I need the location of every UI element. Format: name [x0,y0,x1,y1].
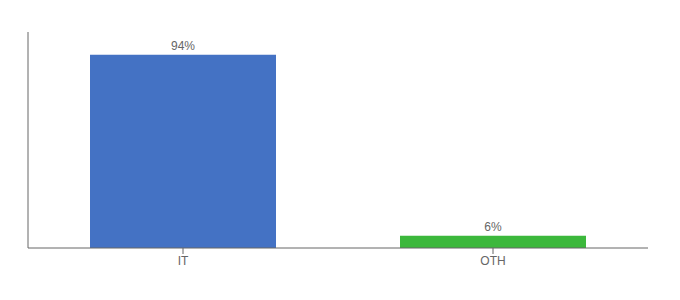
svg-text:IT: IT [178,254,189,268]
svg-text:6%: 6% [484,220,502,234]
svg-text:94%: 94% [171,39,195,53]
svg-text:OTH: OTH [480,254,505,268]
